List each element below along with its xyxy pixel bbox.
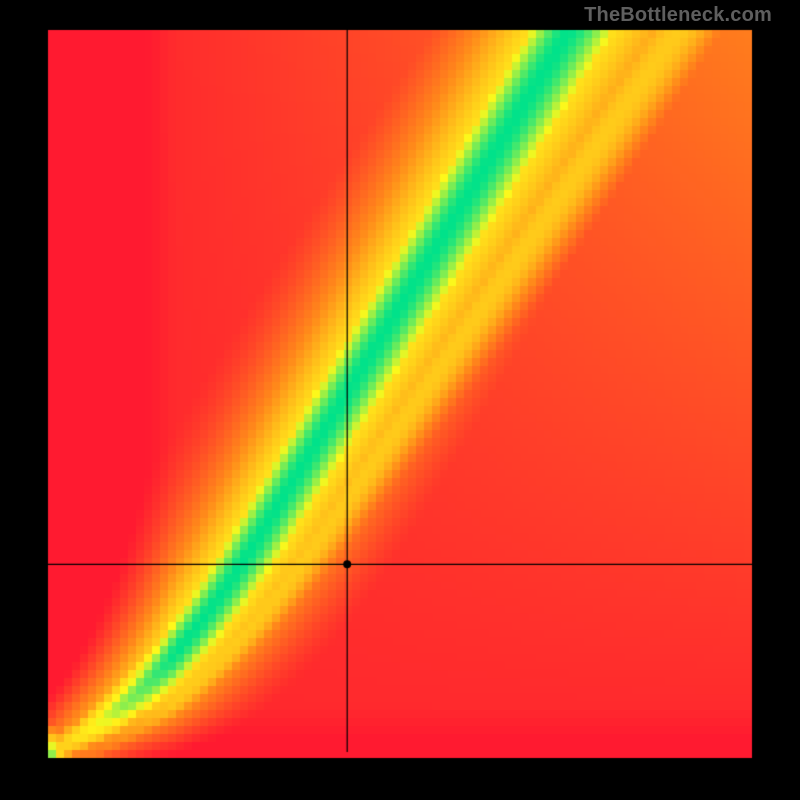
heatmap-canvas <box>0 0 800 800</box>
watermark-text: TheBottleneck.com <box>584 4 772 27</box>
bottleneck-heatmap: TheBottleneck.com <box>0 0 800 800</box>
